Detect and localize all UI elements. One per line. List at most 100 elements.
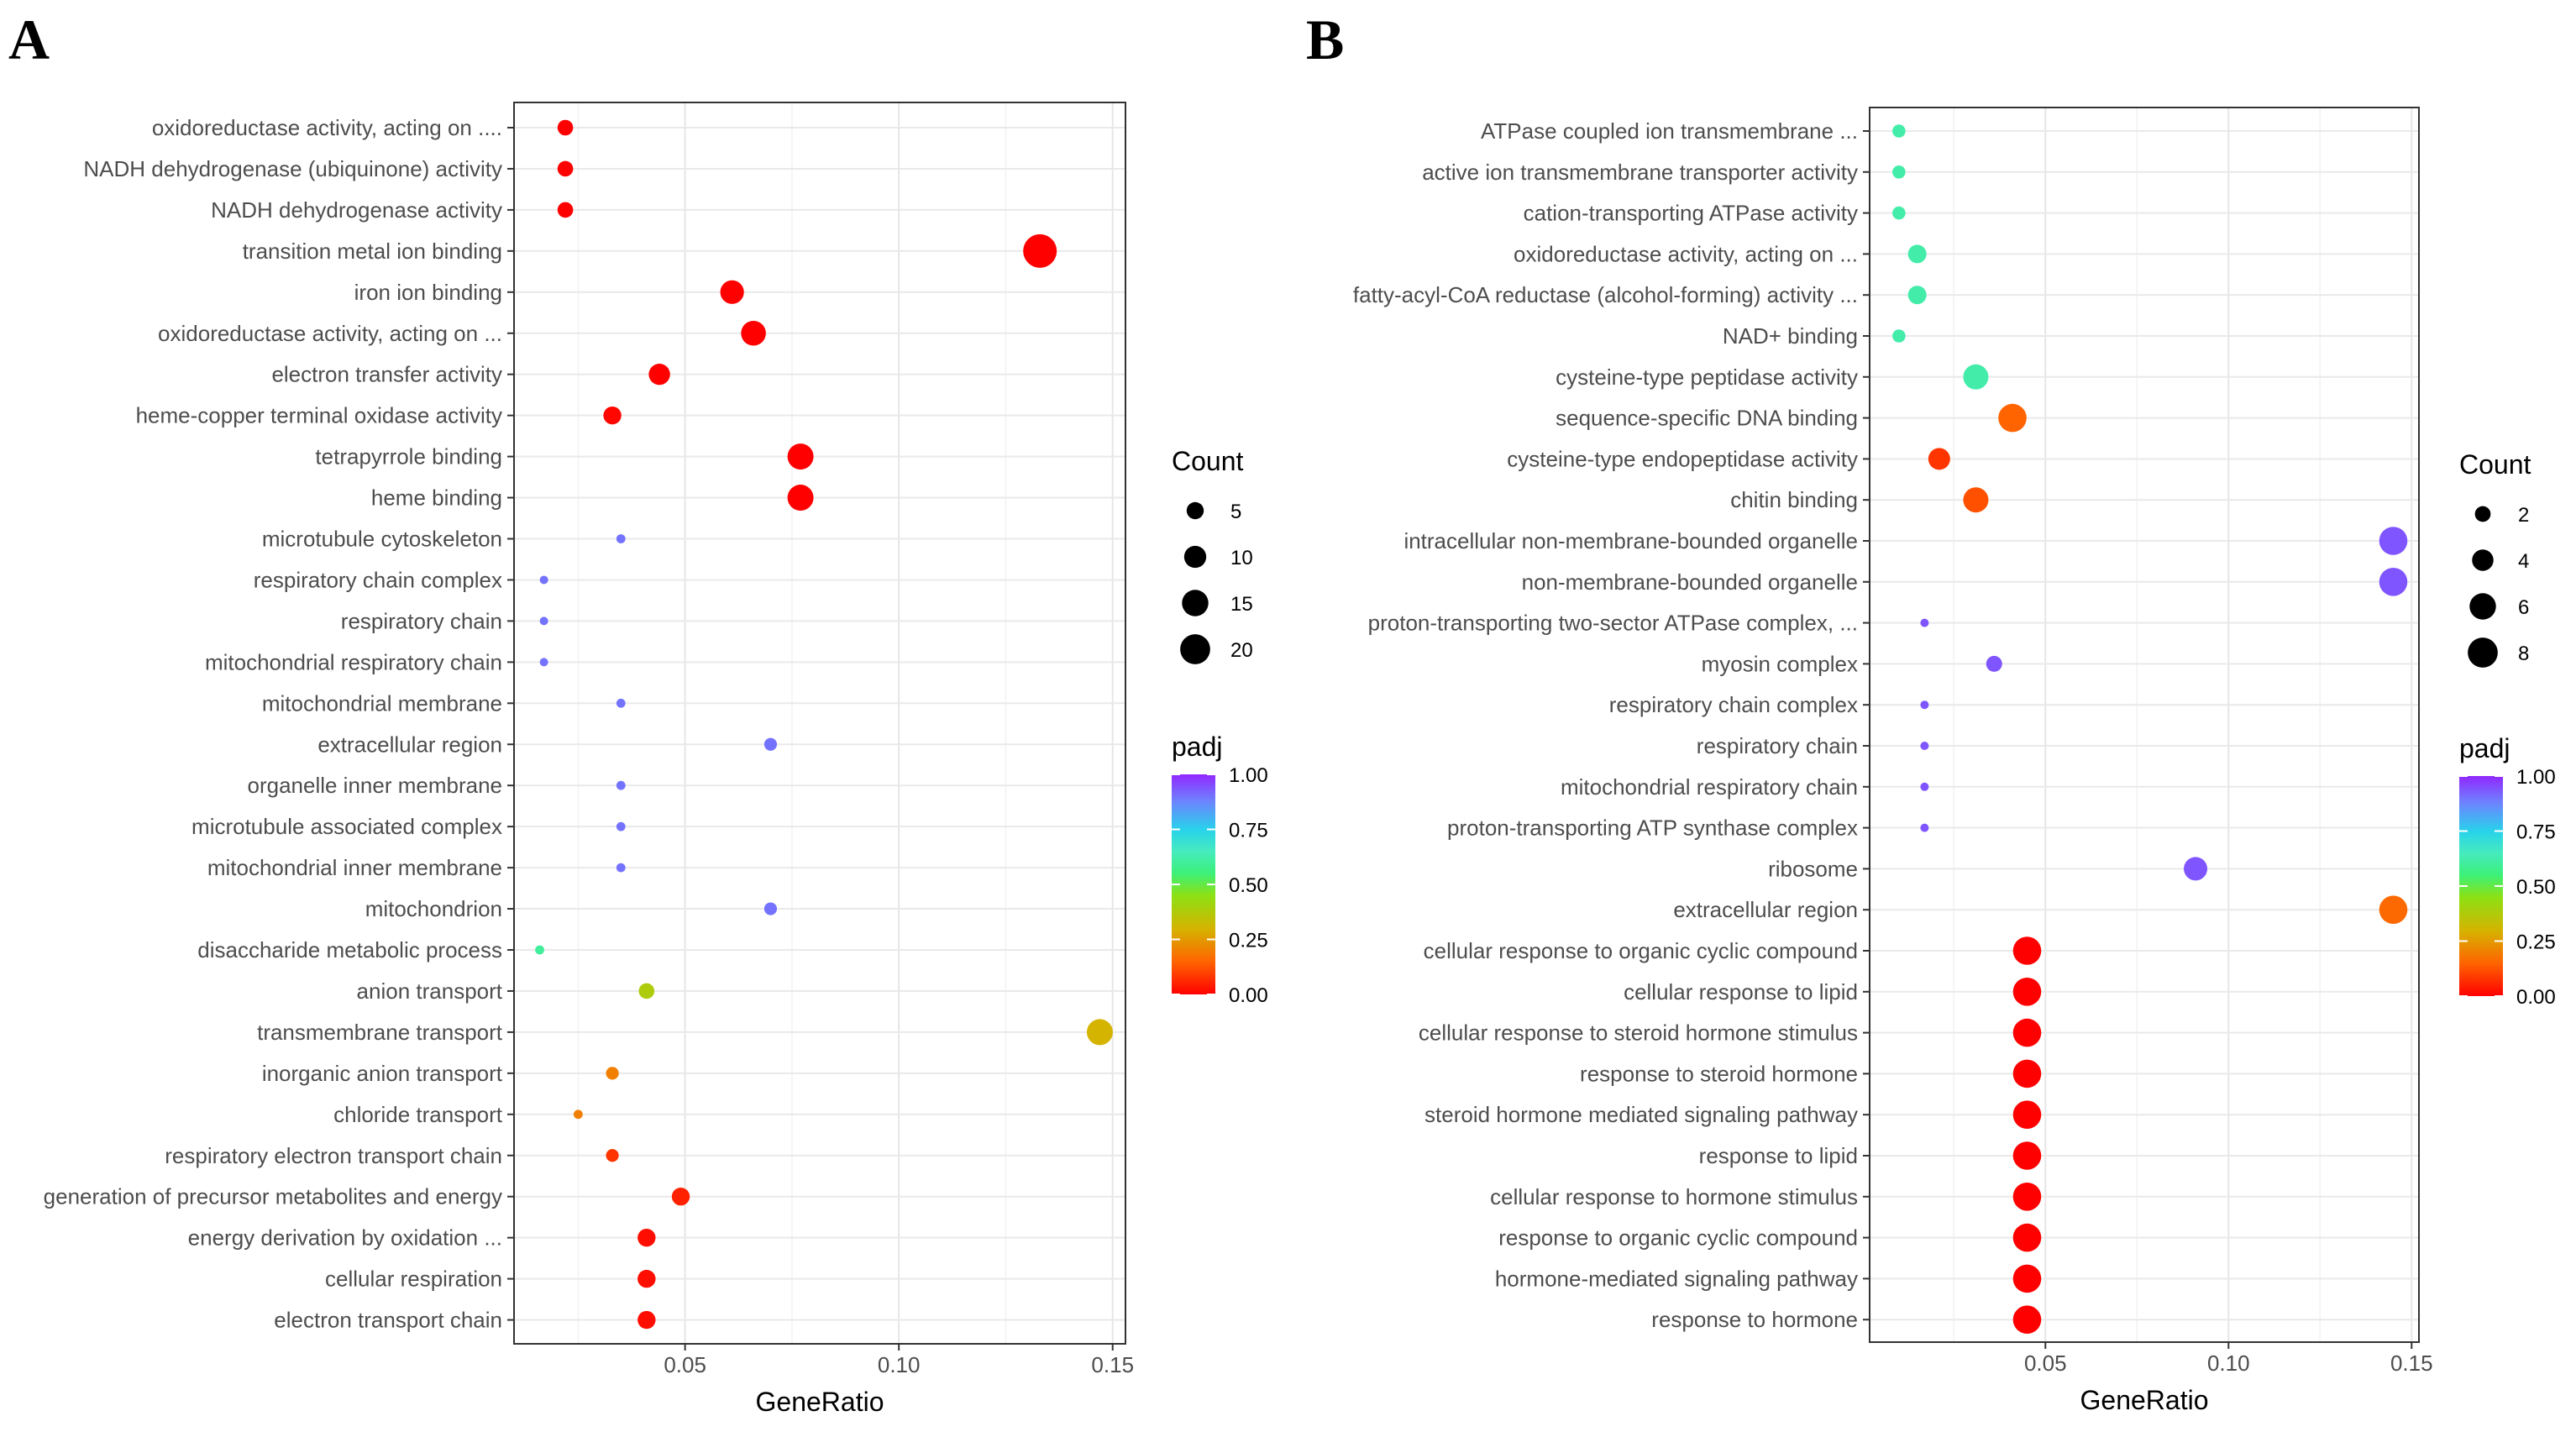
category-label: mitochondrion: [365, 896, 502, 921]
data-point: [616, 863, 626, 873]
count-legend-label: 20: [1230, 639, 1253, 662]
category-label: respiratory chain: [1697, 733, 1858, 758]
panel-a-chart: oxidoreductase activity, acting on .... N…: [44, 102, 1268, 1417]
data-point: [1920, 700, 1929, 710]
category-label: generation of precursor metabolites and …: [44, 1184, 502, 1209]
data-point: [2012, 978, 2042, 1006]
data-point: [741, 320, 766, 346]
category-label: extracellular region: [317, 732, 502, 757]
data-points: [535, 119, 1113, 1330]
padj-legend: padj 1.00 0.75 0.50 0.25 0.00: [2459, 733, 2556, 1009]
category-label: non-membrane-bounded organelle: [1522, 569, 1858, 595]
data-point: [1907, 244, 1927, 264]
category-label: chloride transport: [333, 1102, 503, 1127]
count-legend-title: Count: [1172, 446, 1244, 476]
padj-legend-label: 0.75: [2516, 821, 2556, 844]
data-point: [2012, 1141, 2042, 1170]
category-label: electron transfer activity: [271, 362, 502, 387]
x-tick-label: 0.05: [2024, 1351, 2067, 1376]
category-label: respiratory electron transport chain: [165, 1143, 502, 1168]
data-point: [637, 1310, 656, 1330]
category-label: chitin binding: [1730, 487, 1858, 512]
data-point: [557, 160, 574, 177]
data-point: [2012, 1059, 2042, 1088]
data-point: [606, 1149, 619, 1162]
count-legend-key: [1186, 501, 1204, 520]
category-label: mitochondrial respiratory chain: [205, 649, 502, 674]
data-point: [1963, 487, 1989, 513]
category-label: hormone-mediated signaling pathway: [1495, 1266, 1858, 1291]
padj-legend-label: 0.00: [1229, 984, 1268, 1007]
category-label: intracellular non-membrane-bounded organ…: [1403, 528, 1858, 553]
grid-lines: [514, 102, 1125, 1344]
category-label: oxidoreductase activity, acting on ...: [1514, 241, 1858, 266]
category-label: proton-transporting ATP synthase complex: [1447, 816, 1858, 841]
category-label: NADH dehydrogenase activity: [211, 197, 502, 223]
category-label: organelle inner membrane: [247, 773, 502, 798]
data-point: [720, 280, 744, 304]
count-legend-label: 10: [1230, 547, 1253, 569]
category-label: cellular respiration: [325, 1267, 502, 1292]
data-point: [557, 202, 574, 218]
x-tick-label: 0.05: [664, 1352, 706, 1377]
data-point: [535, 945, 544, 955]
category-label: respiratory chain: [341, 608, 502, 633]
data-point: [539, 575, 548, 585]
category-label: cellular response to steroid hormone sti…: [1419, 1020, 1858, 1046]
category-label: microtubule associated complex: [191, 814, 502, 839]
x-axis-title: GeneRatio: [2080, 1385, 2209, 1415]
padj-legend-label: 1.00: [2516, 766, 2556, 789]
data-point: [1892, 329, 1906, 343]
padj-legend-label: 0.25: [2516, 931, 2556, 954]
x-tick-label: 0.15: [1091, 1352, 1134, 1377]
category-label: electron transport chain: [274, 1308, 502, 1333]
data-point: [2012, 1018, 2042, 1047]
padj-legend-label: 0.75: [1229, 820, 1268, 842]
padj-legend-title: padj: [1172, 732, 1223, 762]
data-point: [763, 902, 778, 915]
category-label: response to hormone: [1651, 1307, 1858, 1332]
plot-border: [1869, 107, 2420, 1343]
count-legend-key: [1182, 590, 1209, 616]
padj-legend: padj 1.00 0.75 0.50 0.25 0.00: [1172, 732, 1268, 1007]
count-legend-label: 4: [2518, 550, 2529, 573]
data-point: [603, 406, 622, 425]
data-point: [539, 616, 548, 626]
data-point: [1920, 823, 1929, 832]
count-legend: Count 5 10 15 20: [1172, 446, 1253, 664]
category-label: oxidoreductase activity, acting on ....: [152, 115, 502, 140]
category-label: cysteine-type peptidase activity: [1556, 365, 1858, 390]
category-label: microtubule cytoskeleton: [262, 527, 502, 552]
category-label: myosin complex: [1702, 651, 1858, 676]
x-tick-label: 0.15: [2390, 1351, 2433, 1376]
panel-letter-b: B: [1306, 8, 1344, 71]
data-point: [557, 119, 574, 136]
category-label: transmembrane transport: [257, 1020, 503, 1045]
data-point: [2012, 1100, 2042, 1129]
plot-panel: [514, 102, 1125, 1344]
category-label: proton-transporting two-sector ATPase co…: [1368, 611, 1858, 636]
category-label: respiratory chain complex: [1609, 692, 1858, 717]
data-point: [539, 658, 548, 667]
count-legend-key: [1183, 545, 1207, 569]
data-point: [1920, 742, 1929, 750]
data-point: [2012, 1223, 2042, 1252]
category-label: ATPase coupled ion transmembrane ...: [1481, 118, 1858, 144]
padj-legend-label: 0.00: [2516, 986, 2556, 1009]
data-point: [1892, 165, 1906, 179]
category-label: sequence-specific DNA binding: [1556, 406, 1858, 431]
category-label: mitochondrial membrane: [262, 690, 502, 716]
data-points: [1892, 124, 2408, 1334]
count-legend-key: [2468, 637, 2498, 668]
data-point: [1998, 403, 2027, 433]
data-point: [2379, 568, 2408, 596]
count-legend-label: 5: [1230, 501, 1241, 523]
category-label: mitochondrial respiratory chain: [1561, 774, 1858, 800]
count-legend-label: 6: [2518, 596, 2529, 619]
padj-legend-label: 0.50: [1229, 874, 1268, 897]
data-point: [648, 364, 670, 386]
data-point: [1920, 782, 1929, 791]
category-label: steroid hormone mediated signaling pathw…: [1424, 1102, 1858, 1127]
data-point: [637, 1228, 656, 1247]
